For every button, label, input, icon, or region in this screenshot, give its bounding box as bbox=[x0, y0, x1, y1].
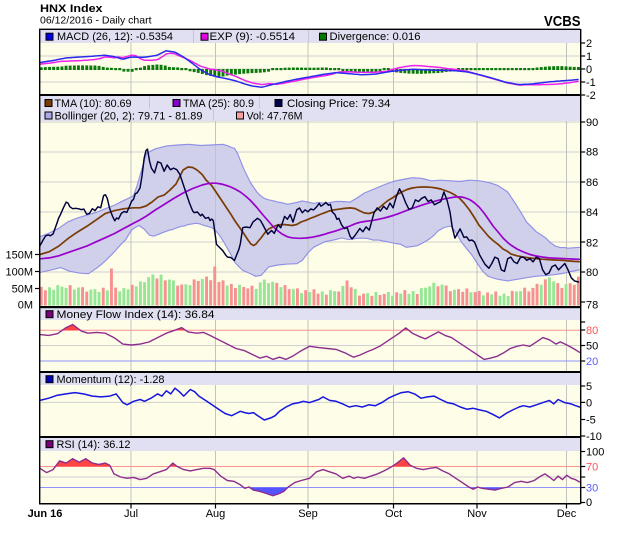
svg-text:EXP (9): -0.5514: EXP (9): -0.5514 bbox=[210, 31, 296, 43]
svg-text:Money Flow Index (14): 36.84: Money Flow Index (14): 36.84 bbox=[57, 309, 215, 321]
svg-text:Closing Price: 79.34: Closing Price: 79.34 bbox=[287, 98, 391, 110]
svg-text:HNX Index: HNX Index bbox=[40, 3, 103, 15]
svg-text:70: 70 bbox=[586, 462, 598, 474]
svg-text:0: 0 bbox=[586, 397, 592, 409]
svg-text:Aug: Aug bbox=[206, 508, 226, 520]
svg-text:20: 20 bbox=[586, 356, 598, 368]
svg-text:Jun 16: Jun 16 bbox=[28, 508, 63, 520]
svg-text:100M: 100M bbox=[5, 267, 33, 279]
svg-text:0: 0 bbox=[586, 497, 592, 509]
svg-text:Vol: 47.76M: Vol: 47.76M bbox=[247, 110, 303, 122]
svg-text:Dec: Dec bbox=[557, 508, 577, 520]
svg-text:82: 82 bbox=[586, 238, 598, 250]
svg-text:Jul: Jul bbox=[124, 508, 138, 520]
svg-text:30: 30 bbox=[586, 483, 598, 495]
svg-text:Oct: Oct bbox=[385, 508, 402, 520]
svg-text:Nov: Nov bbox=[467, 508, 487, 520]
svg-text:-1: -1 bbox=[586, 77, 596, 89]
svg-text:TMA (10): 80.69: TMA (10): 80.69 bbox=[55, 98, 132, 110]
svg-text:50: 50 bbox=[586, 341, 598, 353]
svg-text:Bollinger (20, 2): 79.71 - 81.: Bollinger (20, 2): 79.71 - 81.89 bbox=[55, 110, 203, 122]
svg-text:84: 84 bbox=[586, 207, 598, 219]
svg-text:86: 86 bbox=[586, 177, 598, 189]
svg-text:5: 5 bbox=[586, 381, 592, 393]
svg-text:Momentum (12): -1.28: Momentum (12): -1.28 bbox=[57, 374, 165, 386]
svg-text:RSI (14): 36.12: RSI (14): 36.12 bbox=[57, 439, 131, 451]
svg-text:78: 78 bbox=[586, 300, 598, 312]
svg-text:-5: -5 bbox=[586, 415, 596, 427]
svg-text:50M: 50M bbox=[12, 284, 33, 296]
svg-text:80: 80 bbox=[586, 325, 598, 337]
svg-text:06/12/2016 - Daily chart: 06/12/2016 - Daily chart bbox=[40, 15, 152, 27]
svg-text:100: 100 bbox=[586, 447, 604, 459]
svg-text:Sep: Sep bbox=[298, 508, 318, 520]
svg-text:1: 1 bbox=[586, 51, 592, 63]
svg-text:VCBS: VCBS bbox=[544, 13, 581, 30]
svg-text:TMA (25): 80.9: TMA (25): 80.9 bbox=[183, 98, 254, 110]
svg-text:Divergence: 0.016: Divergence: 0.016 bbox=[330, 31, 421, 43]
svg-text:MACD (26, 12): -0.5354: MACD (26, 12): -0.5354 bbox=[57, 31, 173, 43]
svg-text:90: 90 bbox=[586, 117, 598, 129]
svg-text:2: 2 bbox=[586, 38, 592, 50]
svg-text:0: 0 bbox=[586, 64, 592, 76]
svg-text:80: 80 bbox=[586, 267, 598, 279]
svg-text:88: 88 bbox=[586, 147, 598, 159]
svg-text:-2: -2 bbox=[586, 90, 596, 102]
svg-text:-10: -10 bbox=[586, 431, 602, 443]
svg-text:0M: 0M bbox=[18, 300, 33, 312]
svg-text:150M: 150M bbox=[5, 250, 33, 262]
